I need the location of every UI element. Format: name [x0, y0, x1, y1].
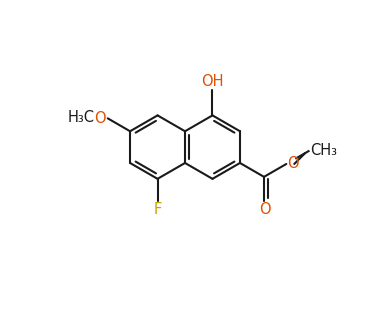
Text: O: O — [94, 111, 106, 126]
Text: H₃C: H₃C — [68, 110, 95, 125]
Text: CH₃: CH₃ — [310, 142, 338, 157]
Text: OH: OH — [201, 74, 224, 89]
Text: O: O — [259, 202, 271, 217]
Text: O: O — [287, 156, 299, 172]
Text: F: F — [153, 202, 162, 217]
